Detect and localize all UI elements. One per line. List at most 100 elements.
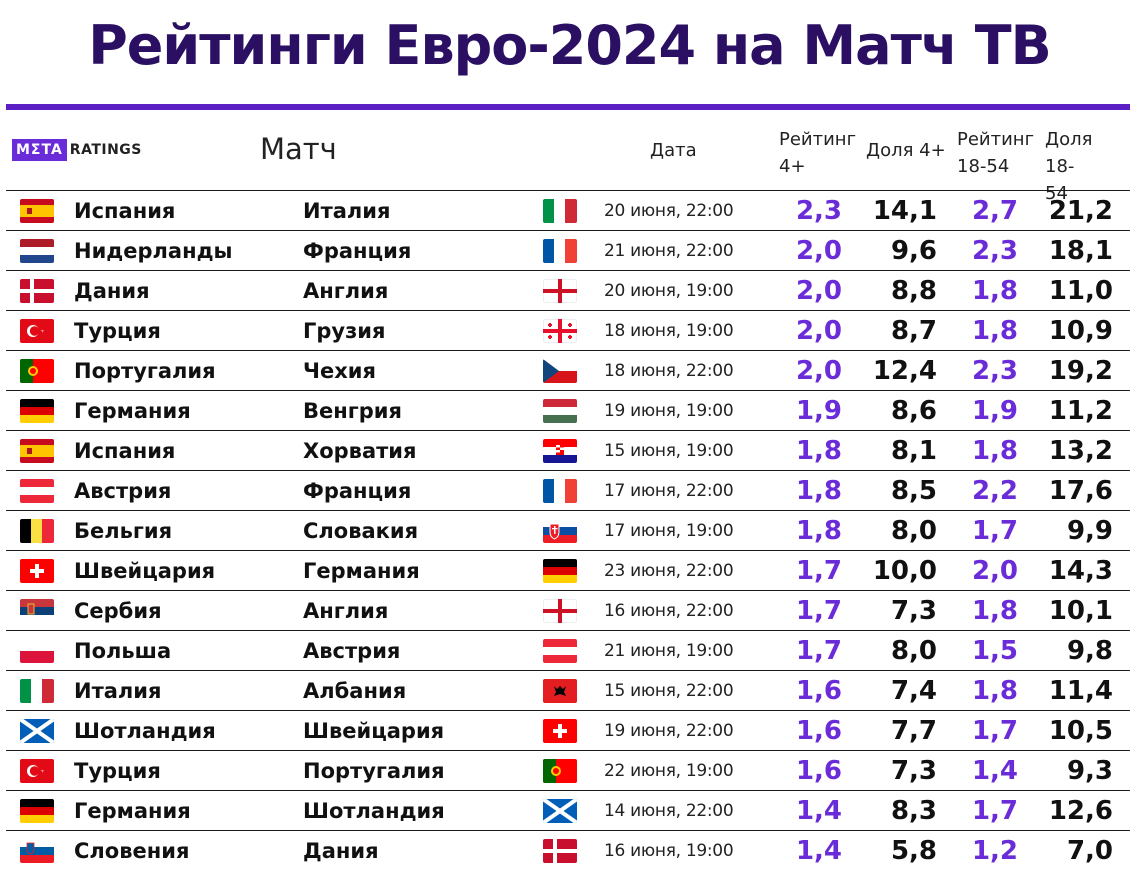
team-home: Турция [74, 759, 161, 783]
table-row: Испания Италия 20 июня, 22:00 2,3 14,1 2,7 21,… [6, 190, 1130, 230]
spain-flag-icon [20, 199, 54, 223]
rating-18-54-value: 1,8 [971, 436, 1018, 466]
germany-flag-icon [20, 399, 54, 423]
header-share-18-54-line2: 54 [1045, 183, 1068, 204]
share-18-54-value: 11,0 [1048, 276, 1113, 306]
table-row: Германия Венгрия 19 июня, 19:00 1,9 8,6 1,9 11… [6, 390, 1130, 430]
rating-4plus-value: 1,6 [795, 676, 842, 706]
share-4plus-value: 9,6 [890, 236, 937, 266]
rating-4plus-value: 2,3 [795, 196, 842, 226]
germany-flag-icon [543, 559, 577, 583]
match-date: 17 июня, 19:00 [604, 521, 734, 541]
rating-18-54-value: 1,7 [971, 516, 1018, 546]
team-home: Германия [74, 799, 191, 823]
share-18-54-value: 10,9 [1048, 316, 1113, 346]
match-date: 17 июня, 22:00 [604, 481, 734, 501]
team-away: Франция [303, 239, 412, 263]
match-date: 21 июня, 22:00 [604, 241, 734, 261]
rating-4plus-value: 1,7 [795, 596, 842, 626]
share-18-54-value: 11,2 [1048, 396, 1113, 426]
team-away: Англия [303, 279, 389, 303]
team-away: Чехия [303, 359, 376, 383]
rating-4plus-value: 1,8 [795, 516, 842, 546]
header-rating-18-54: Рейтинг 18-54 [957, 126, 1037, 180]
rating-18-54-value: 1,7 [971, 796, 1018, 826]
match-date: 15 июня, 22:00 [604, 681, 734, 701]
team-home: Швейцария [74, 559, 216, 583]
share-18-54-value: 7,0 [1066, 836, 1113, 866]
header-rating-18-54-line2: 18-54 [957, 156, 1010, 177]
share-18-54-value: 10,5 [1048, 716, 1113, 746]
share-4plus-value: 8,0 [890, 636, 937, 666]
team-away: Португалия [303, 759, 445, 783]
match-date: 19 июня, 22:00 [604, 721, 734, 741]
slovakia-flag-icon [543, 519, 577, 543]
ratings-table: Испания Италия 20 июня, 22:00 2,3 14,1 2,7 21,… [6, 190, 1130, 870]
rating-18-54-value: 1,9 [971, 396, 1018, 426]
team-away: Швейцария [303, 719, 445, 743]
meta-ratings-logo: MΣTA RATINGS [12, 138, 142, 162]
share-4plus-value: 12,4 [872, 356, 937, 386]
rating-18-54-value: 1,8 [971, 676, 1018, 706]
slovenia-flag-icon [20, 839, 54, 863]
rating-18-54-value: 1,8 [971, 596, 1018, 626]
share-18-54-value: 21,2 [1048, 196, 1113, 226]
table-row: Испания Хорватия 15 июня, 19:00 1,8 8,1 1,8 13… [6, 430, 1130, 470]
team-away: Англия [303, 599, 389, 623]
belgium-flag-icon [20, 519, 54, 543]
header-rating-4plus-line1: Рейтинг [779, 129, 857, 150]
rating-18-54-value: 2,0 [971, 556, 1018, 586]
logo-box: MΣTA [12, 139, 67, 161]
header-date: Дата [650, 140, 697, 161]
team-home: Словения [74, 839, 190, 863]
rating-4plus-value: 1,4 [795, 836, 842, 866]
match-date: 18 июня, 22:00 [604, 361, 734, 381]
header-rating-4plus-line2: 4+ [779, 156, 806, 177]
share-18-54-value: 9,9 [1066, 516, 1113, 546]
team-away: Австрия [303, 639, 401, 663]
share-18-54-value: 18,1 [1048, 236, 1113, 266]
italy-flag-icon [20, 679, 54, 703]
share-18-54-value: 19,2 [1048, 356, 1113, 386]
scotland-flag-icon [20, 719, 54, 743]
header-share-18-54-line1: Доля 18- [1045, 129, 1093, 177]
rating-4plus-value: 1,6 [795, 716, 842, 746]
table-row: Австрия Франция 17 июня, 22:00 1,8 8,5 2,2 17,… [6, 470, 1130, 510]
share-18-54-value: 13,2 [1048, 436, 1113, 466]
team-away: Шотландия [303, 799, 445, 823]
team-home: Италия [74, 679, 162, 703]
team-home: Испания [74, 199, 176, 223]
page-title: Рейтинги Евро-2024 на Матч ТВ [88, 14, 1052, 77]
team-away: Италия [303, 199, 391, 223]
table-row: Португалия Чехия 18 июня, 22:00 2,0 12,4 2,3 1… [6, 350, 1130, 390]
england-flag-icon [543, 279, 577, 303]
rating-4plus-value: 1,6 [795, 756, 842, 786]
match-date: 19 июня, 19:00 [604, 401, 734, 421]
rating-18-54-value: 2,7 [971, 196, 1018, 226]
germany-flag-icon [20, 799, 54, 823]
denmark-flag-icon [20, 279, 54, 303]
share-4plus-value: 7,4 [890, 676, 937, 706]
table-row: Нидерланды Франция 21 июня, 22:00 2,0 9,6 2,3… [6, 230, 1130, 270]
share-18-54-value: 10,1 [1048, 596, 1113, 626]
share-4plus-value: 8,6 [890, 396, 937, 426]
share-18-54-value: 12,6 [1048, 796, 1113, 826]
poland-flag-icon [20, 639, 54, 663]
serbia-flag-icon [20, 599, 54, 623]
croatia-flag-icon [543, 439, 577, 463]
team-away: Франция [303, 479, 412, 503]
share-18-54-value: 9,8 [1066, 636, 1113, 666]
match-date: 20 июня, 19:00 [604, 281, 734, 301]
france-flag-icon [543, 479, 577, 503]
rating-4plus-value: 1,7 [795, 636, 842, 666]
rating-18-54-value: 2,3 [971, 236, 1018, 266]
rating-18-54-value: 2,2 [971, 476, 1018, 506]
switzerland-flag-icon [20, 559, 54, 583]
header-rating-4plus: Рейтинг 4+ [779, 126, 859, 180]
share-4plus-value: 8,8 [890, 276, 937, 306]
hungary-flag-icon [543, 399, 577, 423]
share-4plus-value: 8,5 [890, 476, 937, 506]
match-date: 16 июня, 19:00 [604, 841, 734, 861]
team-away: Грузия [303, 319, 386, 343]
team-away: Албания [303, 679, 407, 703]
